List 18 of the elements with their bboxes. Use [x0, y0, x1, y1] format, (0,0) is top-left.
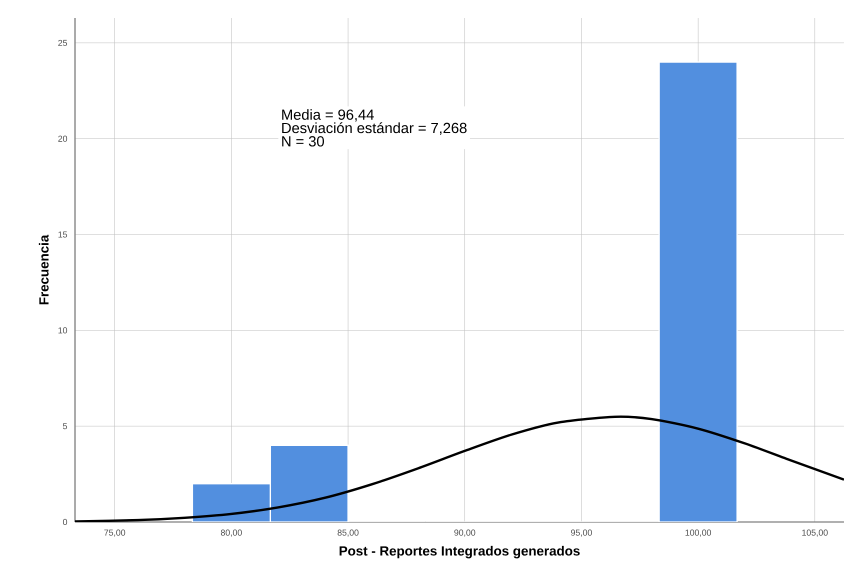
x-tick-label: 100,00: [686, 530, 712, 537]
x-axis-title: Post - Reportes Integrados generados: [340, 546, 580, 558]
annotation: N = 30: [282, 136, 324, 147]
x-tick-label: 75,00: [104, 530, 126, 537]
y-tick-label: 15: [58, 232, 68, 238]
annotation: Desviación estándar = 7,268: [282, 122, 467, 135]
y-tick-label: 0: [62, 518, 68, 526]
y-tick-label: 20: [58, 136, 68, 142]
annotation: Media = 96,44: [282, 109, 374, 122]
y-tick-label: 10: [58, 327, 68, 334]
x-tick-label: 85,00: [338, 530, 359, 537]
x-tick-label: 95,00: [570, 530, 592, 537]
y-tick-label: 5: [62, 423, 68, 430]
x-tick-label: 90,00: [454, 530, 476, 537]
y-axis-title: Frecuencia: [38, 234, 49, 304]
y-tick-label: 25: [58, 40, 68, 46]
x-tick-label: 105,00: [802, 530, 828, 537]
x-tick-label: 80,00: [220, 530, 242, 537]
